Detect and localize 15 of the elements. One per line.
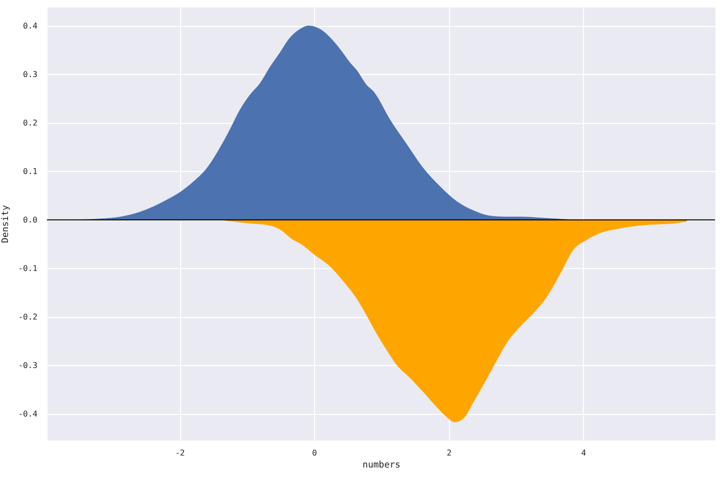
x-tick-label: 2	[446, 448, 452, 458]
y-tick-label: 0.3	[23, 70, 38, 79]
x-tick-label: 0	[312, 448, 318, 458]
y-tick-label: 0.0	[23, 215, 38, 224]
y-tick-label: -0.1	[18, 264, 38, 273]
y-tick-label: 0.1	[23, 166, 38, 176]
x-tick-label: -2	[175, 448, 186, 458]
y-tick-label: -0.3	[18, 360, 38, 370]
y-tick-label: 0.4	[23, 21, 38, 30]
y-tick-label: 0.2	[23, 118, 38, 128]
x-tick-label: 4	[581, 448, 586, 458]
y-axis-title: Density	[1, 204, 12, 243]
y-tick-label: -0.4	[18, 409, 38, 418]
x-axis-title: numbers	[362, 460, 400, 470]
y-tick-label: -0.2	[18, 312, 38, 322]
